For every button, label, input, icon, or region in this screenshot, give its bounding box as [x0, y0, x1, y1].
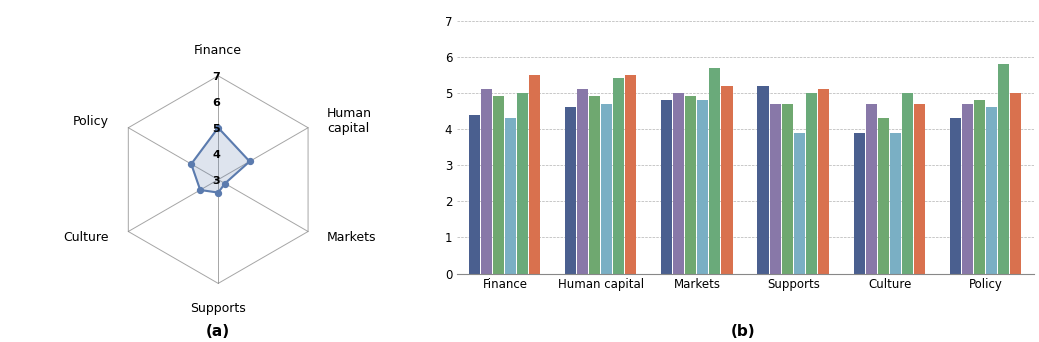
- Bar: [794, 133, 804, 274]
- Text: (a): (a): [206, 324, 231, 339]
- Bar: [494, 96, 504, 274]
- Bar: [517, 93, 528, 274]
- Text: 3: 3: [212, 176, 220, 186]
- Bar: [613, 78, 624, 274]
- Bar: [710, 67, 720, 274]
- Bar: [673, 93, 685, 274]
- Bar: [697, 100, 709, 274]
- Bar: [757, 86, 769, 274]
- Point: [210, 190, 227, 195]
- Bar: [986, 107, 996, 274]
- Text: Finance: Finance: [194, 44, 242, 57]
- Bar: [878, 118, 888, 274]
- Bar: [578, 89, 588, 274]
- Bar: [565, 107, 577, 274]
- Bar: [662, 100, 672, 274]
- Bar: [686, 96, 696, 274]
- Text: 5: 5: [212, 124, 220, 134]
- Text: (b): (b): [730, 324, 755, 339]
- Bar: [721, 86, 732, 274]
- Bar: [805, 93, 817, 274]
- Bar: [854, 133, 864, 274]
- Bar: [470, 115, 480, 274]
- Polygon shape: [195, 154, 241, 206]
- Bar: [505, 118, 516, 274]
- Bar: [1010, 93, 1021, 274]
- Text: 7: 7: [212, 73, 220, 82]
- Bar: [589, 96, 601, 274]
- Text: Policy: Policy: [73, 115, 109, 128]
- Point: [241, 159, 258, 164]
- Bar: [818, 89, 829, 274]
- Bar: [902, 93, 912, 274]
- Text: Markets: Markets: [327, 231, 377, 244]
- Bar: [865, 104, 877, 274]
- Bar: [481, 89, 492, 274]
- Point: [216, 181, 233, 186]
- Bar: [913, 104, 925, 274]
- Text: Culture: Culture: [63, 231, 109, 244]
- Bar: [997, 64, 1009, 274]
- Polygon shape: [151, 102, 286, 258]
- Bar: [770, 104, 780, 274]
- Bar: [889, 133, 901, 274]
- Polygon shape: [174, 128, 263, 232]
- Bar: [962, 104, 973, 274]
- Point: [192, 187, 209, 193]
- Bar: [602, 104, 612, 274]
- Polygon shape: [128, 76, 309, 284]
- Point: [210, 125, 227, 130]
- Point: [183, 161, 199, 167]
- Bar: [974, 100, 985, 274]
- Bar: [781, 104, 793, 274]
- Text: 4: 4: [212, 150, 220, 160]
- Text: Supports: Supports: [190, 302, 246, 315]
- Bar: [529, 75, 540, 274]
- Bar: [950, 118, 961, 274]
- Polygon shape: [191, 128, 249, 193]
- Bar: [625, 75, 637, 274]
- Text: Human
capital: Human capital: [327, 107, 372, 135]
- Text: 6: 6: [212, 98, 220, 108]
